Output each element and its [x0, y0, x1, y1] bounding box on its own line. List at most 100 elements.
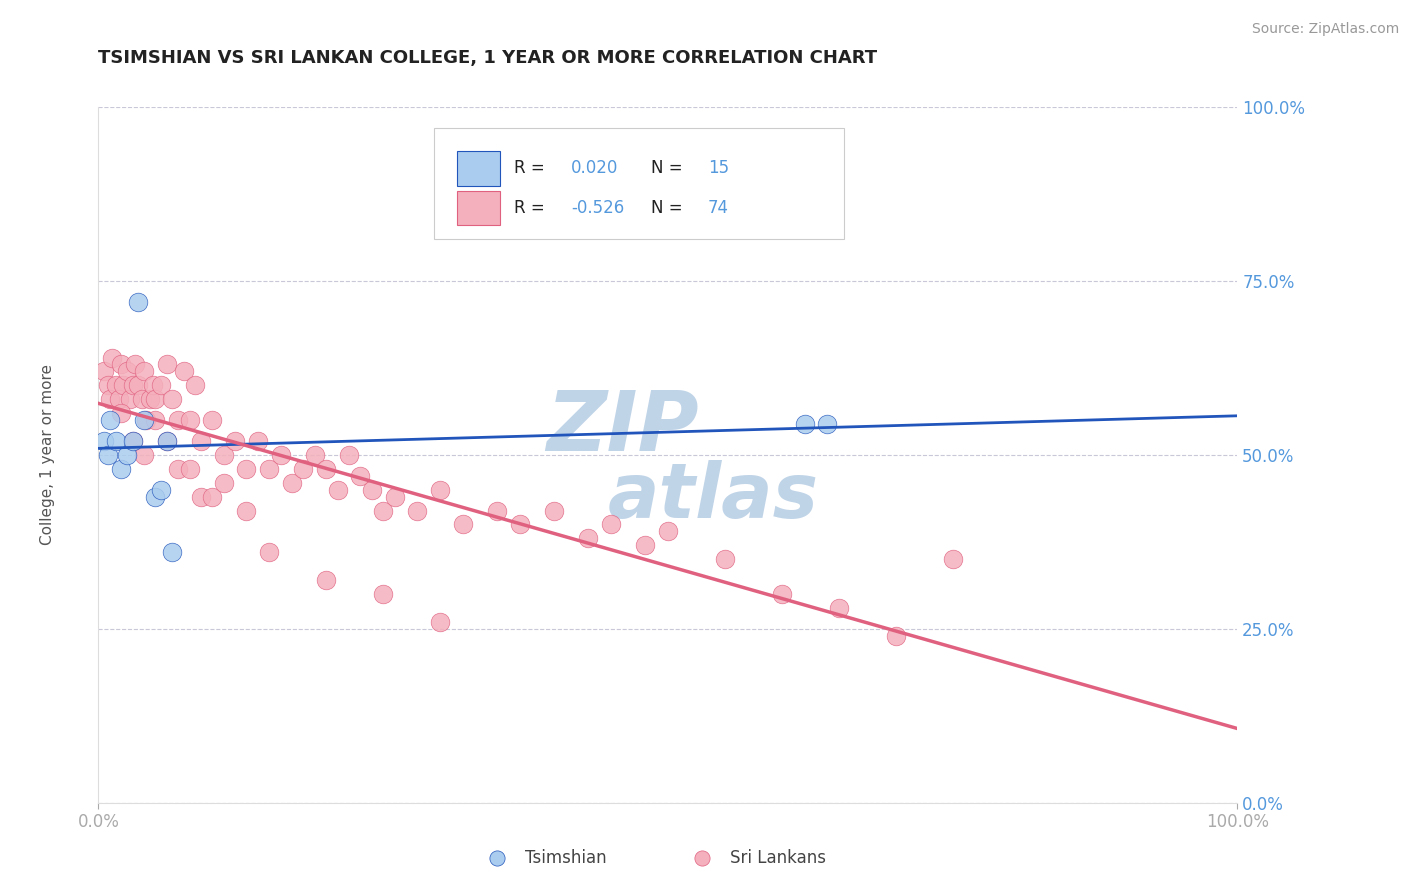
Point [150, 378, 173, 392]
Text: 15: 15 [707, 160, 728, 178]
Point [104, 378, 127, 392]
Point [942, 552, 965, 566]
Point [828, 601, 851, 615]
Point [179, 413, 201, 427]
Point [101, 351, 124, 365]
Point [145, 490, 167, 504]
Text: 0.020: 0.020 [571, 160, 619, 178]
Point [110, 462, 132, 476]
Point [371, 503, 394, 517]
Point [179, 462, 201, 476]
Point [600, 517, 623, 532]
Point [184, 378, 207, 392]
Text: R =: R = [515, 160, 550, 178]
Text: 74: 74 [707, 199, 728, 217]
Point [115, 364, 138, 378]
Point [429, 615, 451, 629]
Point [121, 434, 143, 448]
Point [110, 406, 132, 420]
Point [337, 448, 360, 462]
Text: Tsimshian: Tsimshian [526, 849, 607, 867]
Point [115, 448, 138, 462]
Text: Sri Lankans: Sri Lankans [731, 849, 827, 867]
Point [406, 503, 429, 517]
Point [235, 503, 257, 517]
Point [104, 434, 127, 448]
Point [815, 417, 838, 431]
Point [201, 413, 224, 427]
Point [543, 503, 565, 517]
Point [292, 462, 315, 476]
Point [224, 434, 246, 448]
Point [121, 434, 143, 448]
Point [360, 483, 382, 497]
Point [96, 378, 118, 392]
Point [235, 462, 257, 476]
Point [190, 490, 212, 504]
Text: TSIMSHIAN VS SRI LANKAN COLLEGE, 1 YEAR OR MORE CORRELATION CHART: TSIMSHIAN VS SRI LANKAN COLLEGE, 1 YEAR … [98, 49, 877, 67]
Point [132, 364, 155, 378]
Text: -0.526: -0.526 [571, 199, 624, 217]
Point [212, 475, 235, 490]
Point [793, 417, 815, 431]
Point [132, 448, 155, 462]
Point [190, 434, 212, 448]
Point [315, 573, 337, 587]
Point [162, 545, 184, 559]
Point [98, 413, 121, 427]
Point [93, 364, 115, 378]
Point [884, 629, 907, 643]
Text: Source: ZipAtlas.com: Source: ZipAtlas.com [1251, 22, 1399, 37]
Point [135, 413, 157, 427]
Point [93, 434, 115, 448]
Point [634, 538, 657, 552]
Point [145, 413, 167, 427]
Point [576, 532, 599, 546]
Text: College, 1 year or more: College, 1 year or more [39, 365, 55, 545]
Point [108, 392, 131, 407]
Point [127, 378, 149, 392]
Point [110, 358, 132, 372]
Point [384, 490, 406, 504]
Point [156, 358, 179, 372]
Point [246, 434, 269, 448]
Point [132, 413, 155, 427]
FancyBboxPatch shape [434, 128, 845, 239]
Point [142, 378, 165, 392]
Point [167, 413, 190, 427]
Point [259, 545, 281, 559]
Point [509, 517, 531, 532]
Point [486, 503, 509, 517]
Point [657, 524, 679, 539]
Point [770, 587, 793, 601]
Point [112, 378, 135, 392]
Point [451, 517, 474, 532]
Point [173, 364, 195, 378]
Point [259, 462, 281, 476]
Point [162, 392, 184, 407]
Point [156, 434, 179, 448]
Point [315, 462, 337, 476]
Point [120, 392, 142, 407]
Point [124, 358, 146, 372]
Point [281, 475, 304, 490]
Point [150, 483, 173, 497]
Point [127, 294, 149, 309]
Point [270, 448, 292, 462]
Point [486, 851, 509, 865]
Point [121, 378, 143, 392]
Point [201, 490, 224, 504]
Point [212, 448, 235, 462]
Point [326, 483, 349, 497]
Text: N =: N = [651, 160, 688, 178]
Point [714, 552, 737, 566]
Point [167, 462, 190, 476]
Point [98, 392, 121, 407]
FancyBboxPatch shape [457, 151, 501, 186]
Text: R =: R = [515, 199, 550, 217]
Point [371, 587, 394, 601]
Point [96, 448, 118, 462]
Point [138, 392, 160, 407]
Point [156, 434, 179, 448]
Point [304, 448, 326, 462]
